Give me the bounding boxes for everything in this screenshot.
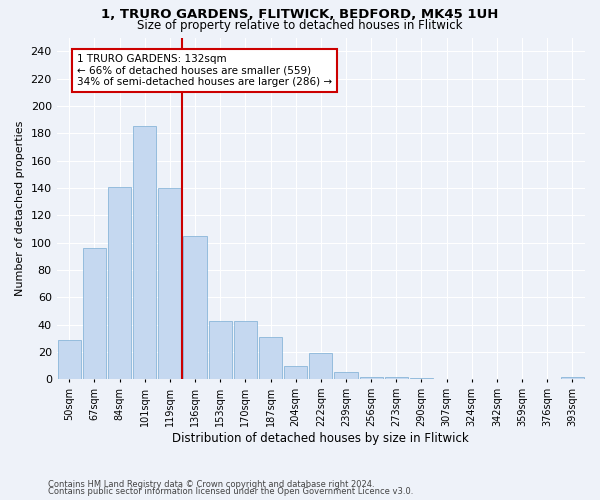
Bar (108, 186, 131, 380)
Bar (158, 188, 181, 380)
Text: 1, TRURO GARDENS, FLITWICK, BEDFORD, MK45 1UH: 1, TRURO GARDENS, FLITWICK, BEDFORD, MK4… (101, 8, 499, 20)
Bar (359, 376, 383, 380)
Bar (309, 354, 332, 380)
X-axis label: Distribution of detached houses by size in Flitwick: Distribution of detached houses by size … (172, 432, 469, 445)
Y-axis label: Number of detached properties: Number of detached properties (15, 120, 25, 296)
Bar (284, 366, 307, 380)
Bar (410, 378, 433, 380)
Bar (209, 320, 232, 380)
Bar (259, 337, 282, 380)
Text: 1 TRURO GARDENS: 132sqm
← 66% of detached houses are smaller (559)
34% of semi-d: 1 TRURO GARDENS: 132sqm ← 66% of detache… (77, 54, 332, 87)
Bar (334, 372, 358, 380)
Bar (58, 340, 81, 380)
Text: Contains HM Land Registry data © Crown copyright and database right 2024.: Contains HM Land Registry data © Crown c… (48, 480, 374, 489)
Bar (234, 320, 257, 380)
Text: Size of property relative to detached houses in Flitwick: Size of property relative to detached ho… (137, 18, 463, 32)
Text: Contains public sector information licensed under the Open Government Licence v3: Contains public sector information licen… (48, 487, 413, 496)
Bar (83, 248, 106, 380)
Bar (561, 376, 584, 380)
Bar (133, 126, 156, 380)
Bar (184, 236, 206, 380)
Bar (385, 376, 408, 380)
